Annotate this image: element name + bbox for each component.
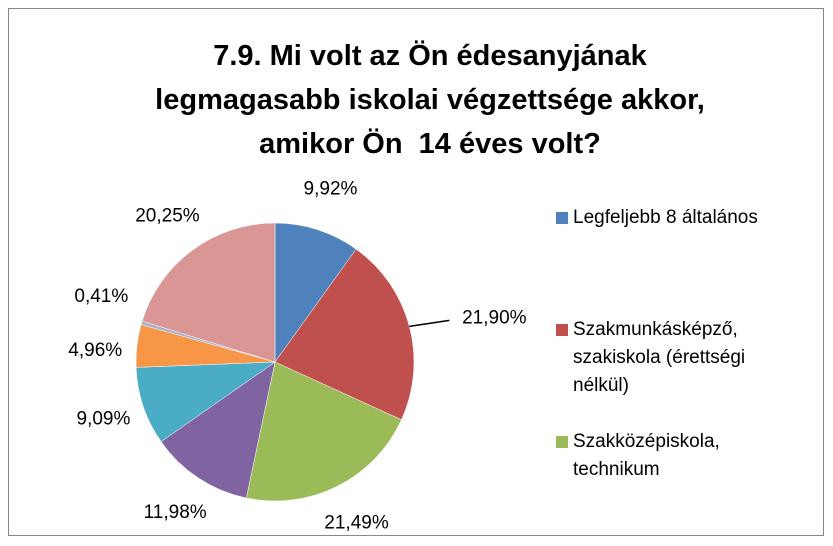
legend-entry: Legfeljebb 8 általános	[556, 204, 796, 232]
pie-slice	[160, 361, 276, 499]
legend-label: Legfeljebb 8 általános	[573, 207, 758, 228]
leader-line	[409, 319, 450, 328]
legend-entry: Szakközépiskola, technikum	[556, 428, 796, 484]
chart-frame	[8, 8, 824, 536]
legend-swatch	[556, 324, 568, 336]
data-label: 9,92%	[304, 179, 358, 200]
data-label: 4,96%	[68, 340, 122, 361]
pie-slice	[246, 361, 402, 502]
legend-label: Szakközépiskola, technikum	[573, 431, 720, 480]
legend-swatch	[556, 212, 568, 224]
data-label: 21,49%	[324, 513, 389, 534]
data-label: 9,09%	[77, 409, 131, 430]
chart-title: 7.9. Mi volt az Ön édesanyjának legmagas…	[155, 40, 713, 160]
data-label: 21,90%	[462, 307, 527, 328]
legend-entry: Szakmunkásképző, szakiskola (érettségi n…	[556, 316, 796, 400]
data-label: 20,25%	[135, 205, 200, 226]
legend-swatch	[556, 436, 568, 448]
data-label: 0,41%	[74, 286, 128, 307]
pie-slice	[141, 222, 276, 363]
data-label: 11,98%	[144, 502, 207, 523]
pie-slice	[135, 361, 276, 442]
legend-label: Szakmunkásképző, szakiskola (érettségi n…	[573, 319, 746, 396]
pie-slice	[274, 222, 357, 363]
